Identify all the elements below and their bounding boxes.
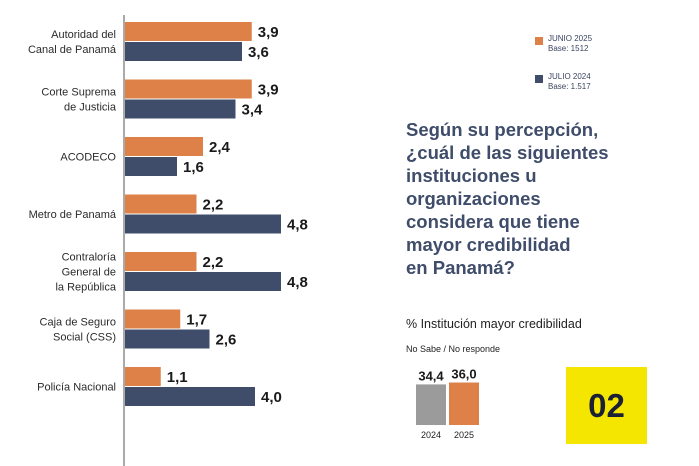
category-label: ACODECO [60,152,116,164]
bar-value-label: 4,8 [287,274,308,291]
bar [125,272,281,291]
legend: JUNIO 2025 Base: 1512 JULIO 2024 Base: 1… [535,34,592,110]
question-line: ¿cuál de las siguientes [406,142,609,163]
legend-base-2025: Base: 1512 [548,44,589,53]
no-sabe-title: No Sabe / No responde [406,344,501,354]
category-label: Policía Nacional [37,382,116,394]
no-sabe-year-label: 2024 [421,430,441,440]
bar [125,309,181,329]
legend-item-2024: JULIO 2024 Base: 1.517 [535,72,592,92]
bar-value-label: 2,4 [209,139,231,156]
bar [125,22,252,41]
bar [125,214,281,234]
bar-value-label: 4,8 [287,217,308,234]
bar-value-label: 3,4 [242,102,264,119]
survey-question: Según su percepción, ¿cuál de las siguie… [406,118,666,279]
legend-item-2025: JUNIO 2025 Base: 1512 [535,34,592,54]
legend-base-2024: Base: 1.517 [548,82,591,91]
bar [125,367,161,386]
no-sabe-bar [416,384,446,425]
bar-value-label: 2,2 [203,197,224,214]
question-line: en Panamá? [406,257,515,278]
bar-value-label: 4,0 [261,389,282,406]
bar [125,99,236,119]
legend-label-2025: JUNIO 2025 [548,34,593,43]
bar [125,252,197,271]
bar [125,194,197,214]
section-badge: 02 [566,367,647,444]
question-line: considera que tiene [406,211,580,232]
no-sabe-chart: 34,4 2024 36,0 2025 [416,367,479,440]
bar-value-label: 3,9 [258,82,279,99]
section-number: 02 [588,386,625,424]
question-line: mayor credibilidad [406,234,571,255]
category-label: Autoridad del [51,29,116,41]
category-label: de Justicia [64,102,117,114]
no-sabe-value-label: 34,4 [418,368,444,383]
category-label: la República [55,282,116,294]
bar-value-label: 1,6 [183,159,204,176]
category-label: Canal de Panamá [28,44,117,56]
bar-value-label: 3,9 [258,24,279,41]
bar-value-label: 1,1 [167,369,188,386]
legend-label-2024: JULIO 2024 [548,72,591,81]
bar [125,42,242,61]
bar-value-label: 1,7 [186,312,207,329]
bar-value-label: 2,2 [203,254,224,271]
question-line: Según su percepción, [406,119,599,140]
bar-chart: 3,9 3,6 Autoridad del Canal de Panamá 3,9 3,4… [28,15,308,466]
chart-subtitle: % Institución mayor credibilidad [406,317,582,331]
bar [125,79,252,99]
no-sabe-bar [449,382,479,425]
category-label: Metro de Panamá [29,209,117,221]
category-label: General de [62,267,116,279]
category-label: Caja de Seguro [40,317,116,329]
category-label: Contraloría [62,252,117,264]
question-line: organizaciones [406,188,541,209]
bar [125,387,255,406]
bar [125,157,177,176]
bar [125,137,203,156]
no-sabe-value-label: 36,0 [451,367,476,382]
category-label: Social (CSS) [53,332,116,344]
no-sabe-year-label: 2025 [454,430,474,440]
bar [125,329,210,349]
legend-swatch-2025 [535,37,543,45]
bar-value-label: 3,6 [248,44,269,61]
question-line: instituciones u [406,165,537,186]
legend-swatch-2024 [535,75,543,83]
category-label: Corte Suprema [41,87,116,99]
bar-value-label: 2,6 [216,332,237,349]
